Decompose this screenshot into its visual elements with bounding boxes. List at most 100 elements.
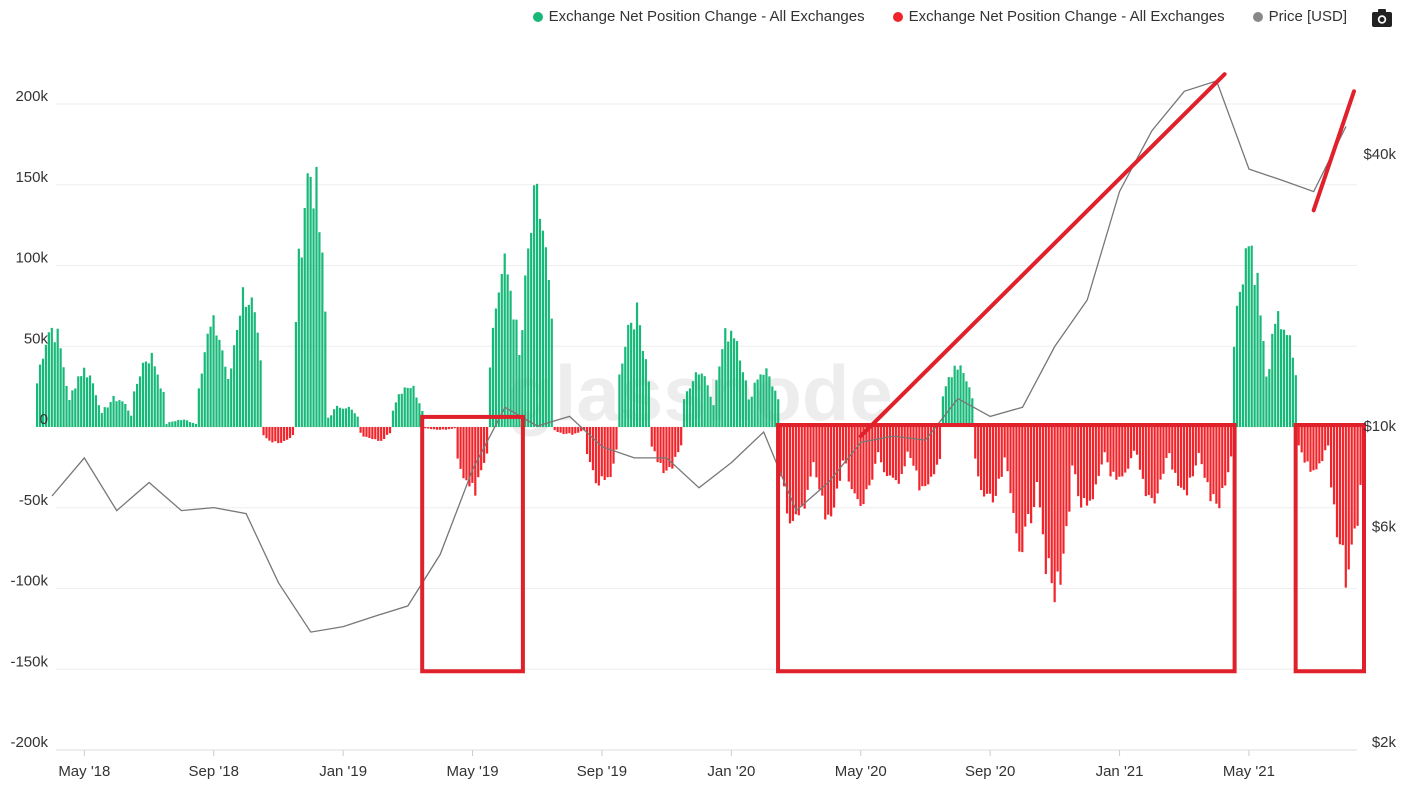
camera-icon[interactable]: [1371, 8, 1393, 28]
bar-positive: [62, 367, 65, 427]
bar-positive: [318, 232, 321, 427]
bar-negative: [288, 427, 292, 439]
bar-positive: [209, 326, 212, 427]
bar-positive: [506, 274, 509, 427]
bar-positive: [94, 395, 98, 427]
y-tick-label: 50k: [24, 330, 49, 347]
bar-positive: [1277, 311, 1280, 427]
bar-negative: [1224, 427, 1227, 486]
y2-tick-label: $10k: [1363, 418, 1396, 435]
bar-negative: [821, 427, 824, 496]
bar-negative: [1218, 427, 1221, 509]
bar-positive: [771, 386, 774, 427]
bar-positive: [947, 377, 950, 427]
bar-negative: [430, 427, 433, 430]
bar-negative: [1312, 427, 1315, 471]
bar-positive: [300, 257, 303, 427]
bar-negative: [462, 427, 465, 479]
bar-negative: [274, 427, 277, 442]
bar-negative: [450, 427, 453, 429]
bar-negative: [1138, 427, 1142, 470]
bar-negative: [1324, 427, 1327, 451]
bar-positive: [1265, 376, 1268, 427]
bar-negative: [1044, 427, 1047, 575]
bar-positive: [212, 315, 215, 427]
bar-negative: [891, 427, 895, 478]
bar-positive: [156, 374, 159, 427]
bar-positive: [344, 408, 347, 427]
bar-positive: [165, 424, 168, 427]
bar-negative: [1230, 427, 1233, 457]
bar-negative: [1097, 427, 1100, 476]
bar-negative: [456, 427, 459, 459]
bar-positive: [294, 321, 297, 427]
bar-negative: [359, 427, 362, 433]
bar-negative: [1309, 427, 1312, 472]
y2-tick-label: $2k: [1372, 734, 1397, 751]
bar-positive: [235, 329, 239, 427]
bar-negative: [574, 427, 577, 434]
bar-negative: [603, 427, 606, 480]
bar-positive: [335, 405, 339, 427]
bar-negative: [974, 427, 977, 459]
legend-item-inflow[interactable]: Exchange Net Position Change - All Excha…: [532, 8, 865, 25]
bar-negative: [1168, 427, 1171, 454]
bar-negative: [1165, 427, 1168, 458]
bar-negative: [1159, 427, 1162, 480]
bar-negative: [906, 427, 909, 452]
bar-negative: [1315, 427, 1318, 470]
annotations: [420, 72, 1367, 674]
bar-positive: [100, 412, 103, 427]
bar-negative: [1144, 427, 1147, 497]
legend-label: Exchange Net Position Change - All Excha…: [908, 8, 1225, 25]
bar-positive: [338, 407, 342, 427]
legend-item-price[interactable]: Price [USD]: [1252, 8, 1347, 25]
bar-positive: [962, 373, 965, 427]
bar-negative: [1221, 427, 1224, 489]
bar-negative: [383, 427, 386, 440]
bar-positive: [971, 398, 974, 427]
bar-positive: [765, 368, 768, 427]
bar-positive: [238, 315, 242, 427]
bar-negative: [1132, 427, 1136, 451]
bar-negative: [280, 427, 283, 443]
bar-negative: [1112, 427, 1115, 472]
y-tick-label: -200k: [10, 734, 48, 751]
bar-negative: [1177, 427, 1180, 486]
bar-negative: [265, 427, 268, 439]
bar-negative: [1174, 427, 1177, 473]
bar-negative: [1297, 427, 1300, 446]
bar-positive: [197, 388, 200, 427]
bar-positive: [538, 218, 542, 427]
bar-negative: [597, 427, 600, 486]
y-tick-label: 150k: [15, 169, 48, 186]
bar-negative: [1227, 427, 1230, 473]
bar-negative: [841, 427, 845, 461]
bar-positive: [759, 374, 762, 427]
bar-positive: [353, 413, 356, 427]
bar-positive: [333, 409, 336, 427]
bar-positive: [418, 403, 421, 427]
bar-negative: [865, 427, 868, 490]
bar-positive: [635, 302, 639, 427]
bar-positive: [150, 352, 153, 427]
bar-positive: [83, 367, 86, 427]
legend-item-outflow[interactable]: Exchange Net Position Change - All Excha…: [892, 8, 1225, 25]
bar-positive: [624, 346, 627, 427]
bar-positive: [71, 390, 74, 427]
bar-positive: [503, 253, 506, 427]
bar-negative: [1200, 427, 1203, 465]
bar-negative: [1059, 427, 1062, 585]
x-tick-label: May '18: [58, 763, 110, 780]
bar-positive: [303, 208, 306, 427]
bar-negative: [1035, 427, 1039, 483]
bar-positive: [59, 348, 62, 427]
bar-negative: [1356, 427, 1359, 526]
bar-negative: [1021, 427, 1024, 553]
bar-negative: [824, 427, 827, 520]
legend-dot-gray: [1252, 11, 1263, 22]
bar-positive: [50, 327, 53, 427]
bar-negative: [800, 427, 803, 507]
bar-positive: [74, 388, 77, 427]
bar-positive: [544, 247, 547, 427]
